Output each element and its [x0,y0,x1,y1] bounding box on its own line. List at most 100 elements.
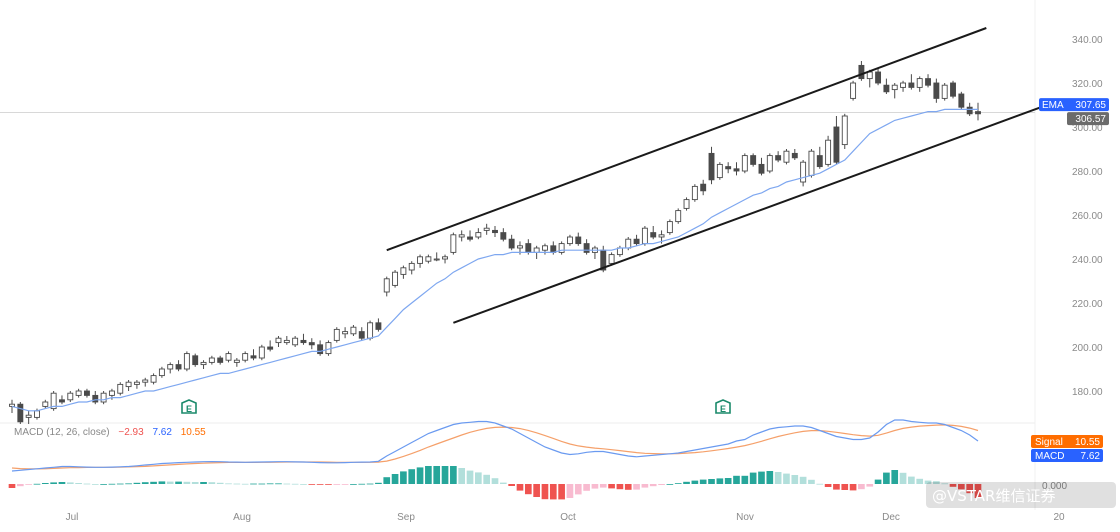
candle [808,149,815,178]
macd-hist-bar [308,484,316,485]
candle [83,388,90,398]
macd-hist-bar [741,475,749,484]
macd-hist-bar [158,481,166,484]
candle [208,355,215,365]
candle [125,380,132,391]
macd-hist-bar [858,484,865,490]
macd-hist-bar [599,484,607,488]
svg-text:306.57: 306.57 [1075,114,1106,125]
candle [192,353,199,367]
candle [933,78,940,103]
macd-hist-bar [508,484,515,486]
candle [383,276,390,297]
time-tick-label: Oct [560,512,576,523]
candle [492,226,498,237]
price-tick-label: 240.00 [1072,255,1103,266]
earnings-marker[interactable]: E [715,399,731,414]
candle [233,358,240,367]
macd-hist-bar [808,479,815,484]
macd-hist-bar [33,483,41,485]
candle [958,91,965,110]
candle [275,336,282,347]
candle [567,234,573,246]
macd-hist-bar [433,466,441,484]
macd-hist-bar [608,484,615,489]
candle [633,234,640,246]
candle [766,153,773,174]
time-tick-label: Nov [736,512,754,523]
candle [825,135,832,167]
candle [175,360,182,372]
macd-hist-bar [100,484,107,485]
earnings-marker[interactable]: E [181,399,197,414]
macd-hist-bar [283,483,291,485]
macd-hist-bar [233,483,241,485]
candle [716,162,723,180]
macd-legend: MACD (12, 26, close) −2.93 7.62 10.55 [14,427,206,438]
macd-hist-bar [400,471,407,484]
macd-hist-bar [533,484,540,497]
macd-hist-bar [933,481,940,484]
macd-hist-bar [733,475,740,484]
macd-hist-bar [699,479,707,484]
candle [800,160,807,187]
macd-hist-bar [641,484,649,488]
macd-hist-bar [541,484,549,500]
candle [758,157,765,176]
macd-hist-bar [250,483,257,485]
candle [242,351,249,363]
candle [358,327,365,341]
candle [425,254,432,264]
time-tick-label: Aug [233,512,251,523]
candle [500,228,507,242]
candle [975,102,981,121]
candle [317,340,324,356]
candle [691,184,698,202]
macd-hist-bar [791,475,799,484]
macd-zero-label: 0.000 [1042,481,1067,492]
macd-hist-bar [683,481,690,484]
macd-hist-bar [666,484,674,485]
candle [916,76,923,92]
candle [267,340,274,352]
candle [891,83,898,99]
macd-hist-bar [383,477,391,484]
price-tick-label: 320.00 [1072,79,1103,90]
macd-hist-bar [350,484,357,485]
macd-hist-bar [924,480,932,484]
macd-hist-bar [475,472,482,484]
price-tick-label: 220.00 [1072,299,1103,310]
macd-hist-bar [216,482,224,484]
macd-hist-bar [758,471,765,484]
candle [50,391,57,411]
macd-legend-signal: 10.55 [181,427,206,438]
candle [750,153,757,167]
macd-hist-bar [783,473,790,484]
macd-hist-bar [458,468,466,484]
candle [250,349,257,361]
macd-hist-bar [125,483,132,485]
candle [325,340,332,356]
macd-hist-bar [108,483,116,485]
candle [741,153,748,174]
candle [100,391,107,405]
macd-hist-bar [749,472,757,484]
macd-hist-bar [824,484,832,487]
candle [941,83,948,101]
macd-hist-bar [58,482,66,484]
candle [575,232,582,246]
candle [133,380,140,389]
macd-hist-bar [416,467,424,484]
candle [475,228,482,240]
candle [791,149,798,160]
macd-hist-bar [974,484,982,498]
macd-hist-bar [566,484,574,498]
macd-badge: MACD 7.62 [1031,449,1103,462]
macd-hist-bar [300,484,307,485]
macd-hist-bar [166,481,174,484]
macd-hist-bar [408,469,416,484]
macd-hist-bar [516,484,524,491]
macd-hist-bar [883,472,890,484]
candle [950,80,956,99]
price-tick-label: 200.00 [1072,343,1103,354]
